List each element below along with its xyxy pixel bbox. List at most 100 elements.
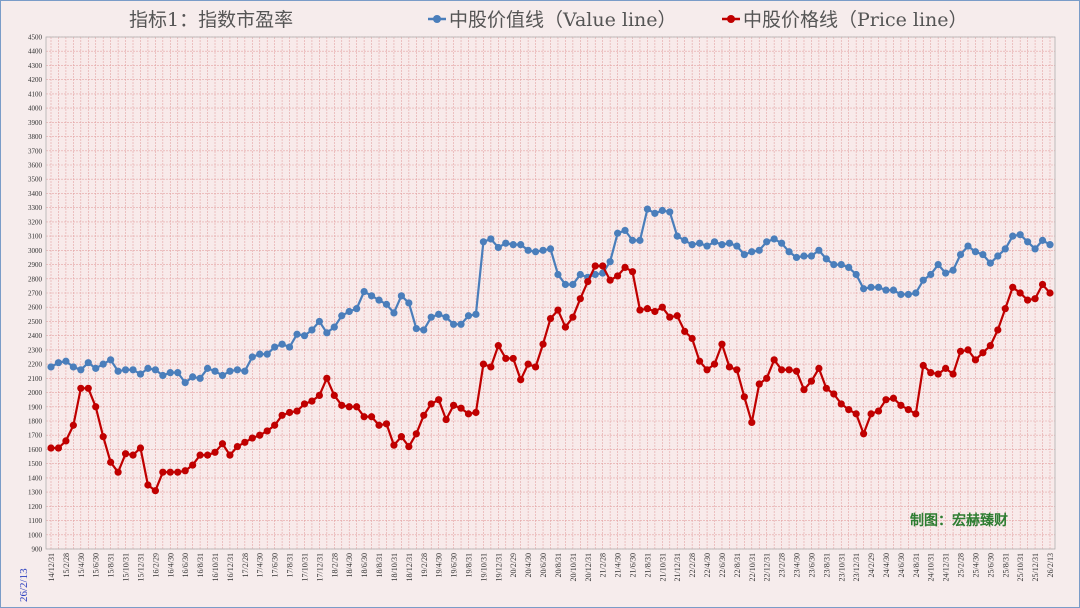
x-tick-label: 26/2/13 <box>1046 553 1055 577</box>
y-tick-label: 3400 <box>28 190 43 198</box>
series-0-point <box>934 260 942 269</box>
x-tick-label: 25/12/31 <box>1031 553 1040 581</box>
series-0-point <box>367 292 376 300</box>
series-0-point <box>807 252 816 260</box>
x-tick-label: 19/4/30 <box>435 553 444 577</box>
series-1-point <box>412 430 420 438</box>
series-0-point <box>524 246 532 254</box>
x-tick-label: 16/2/29 <box>151 553 160 577</box>
x-tick-label: 24/6/30 <box>897 553 906 577</box>
series-1-point <box>755 380 763 388</box>
series-1-point <box>203 451 212 459</box>
series-0-point <box>62 357 70 365</box>
series-1-point <box>897 401 905 409</box>
series-1-point <box>1038 280 1047 289</box>
series-1-point <box>912 410 920 418</box>
series-0-point <box>1024 238 1032 246</box>
x-tick-label: 19/6/30 <box>450 553 459 577</box>
series-1-point <box>300 400 309 408</box>
x-tick-label: 24/12/31 <box>942 553 951 581</box>
series-0-point <box>218 371 227 380</box>
series-1-point <box>837 400 845 408</box>
x-tick-label: 21/12/31 <box>673 553 682 581</box>
y-tick-label: 2800 <box>28 275 43 283</box>
x-tick-label: 15/6/30 <box>92 553 101 577</box>
series-1-point <box>69 421 77 429</box>
y-tick-label: 1400 <box>28 474 43 482</box>
series-0-point <box>942 269 950 277</box>
series-1-point <box>54 444 63 452</box>
series-1-point <box>233 443 241 451</box>
series-1-point <box>919 361 927 370</box>
series-0-point <box>994 252 1002 260</box>
series-0-point <box>830 260 838 269</box>
series-0-point <box>121 366 130 374</box>
series-1-point <box>174 468 182 476</box>
series-0-point <box>174 369 182 377</box>
x-tick-label: 15/2/28 <box>62 553 71 577</box>
series-0-point <box>919 276 927 284</box>
series-1-point <box>390 441 398 449</box>
series-0-point <box>226 367 234 375</box>
series-0-point <box>397 292 405 300</box>
series-1-point <box>509 354 517 363</box>
series-0-point <box>770 235 778 243</box>
chart-title: 指标1：指数市盈率 <box>129 9 293 31</box>
series-1-point <box>1016 289 1024 297</box>
series-0-point <box>740 251 748 259</box>
x-tick-label: 21/10/31 <box>658 553 667 581</box>
series-0-point <box>874 283 883 291</box>
series-1-point <box>278 411 286 419</box>
x-tick-label: 15/12/31 <box>136 553 145 581</box>
series-0-point <box>353 305 361 313</box>
series-1-point <box>435 396 443 404</box>
series-1-point <box>420 411 428 419</box>
series-0-point <box>502 239 510 247</box>
series-1-point <box>457 404 465 412</box>
y-tick-label: 1700 <box>28 432 43 440</box>
series-0-point <box>904 290 912 299</box>
series-1-point <box>964 346 972 354</box>
y-tick-label: 2600 <box>28 304 43 312</box>
update-date-label: 26/2/13 <box>18 568 30 602</box>
series-1-point <box>517 376 525 384</box>
series-0-point <box>248 353 256 361</box>
series-1-point <box>136 444 145 452</box>
series-1-point <box>830 390 838 398</box>
series-0-point <box>203 364 212 372</box>
x-tick-label: 17/4/30 <box>256 553 265 577</box>
series-0-point <box>956 251 965 259</box>
series-0-point <box>569 280 577 289</box>
series-0-point <box>949 266 957 274</box>
legend-label-0: 中股价值线（Value line） <box>449 9 677 31</box>
x-tick-label: 18/2/28 <box>330 553 339 577</box>
series-0-point <box>84 359 92 367</box>
x-tick-label: 23/12/31 <box>852 553 861 581</box>
series-1-point <box>949 370 957 378</box>
y-tick-label: 3600 <box>28 162 43 170</box>
y-tick-label: 3500 <box>28 176 43 184</box>
x-tick-label: 16/12/31 <box>226 553 235 581</box>
y-tick-label: 3700 <box>28 147 43 155</box>
series-1-point <box>748 418 756 427</box>
series-1-point <box>591 262 599 270</box>
legend-label-1: 中股价格线（Price line） <box>743 9 968 31</box>
x-tick-label: 20/2/29 <box>509 553 518 577</box>
series-1-point <box>561 323 570 331</box>
series-0-point <box>1016 231 1024 239</box>
series-0-point <box>628 236 637 244</box>
series-1-point <box>256 431 264 439</box>
series-0-point <box>472 310 480 318</box>
series-1-point <box>338 401 346 409</box>
series-0-point <box>114 367 122 375</box>
x-tick-label: 22/4/30 <box>703 553 712 577</box>
series-1-point <box>703 366 711 374</box>
series-1-point <box>151 487 159 495</box>
series-0-point <box>822 255 830 263</box>
series-1-point <box>986 342 994 350</box>
y-tick-label: 1600 <box>28 446 43 454</box>
series-1-point <box>166 468 174 476</box>
series-0-point <box>800 252 808 260</box>
x-tick-label: 17/12/31 <box>315 553 324 581</box>
credit-label: 制图：宏赫臻财 <box>910 512 1008 529</box>
